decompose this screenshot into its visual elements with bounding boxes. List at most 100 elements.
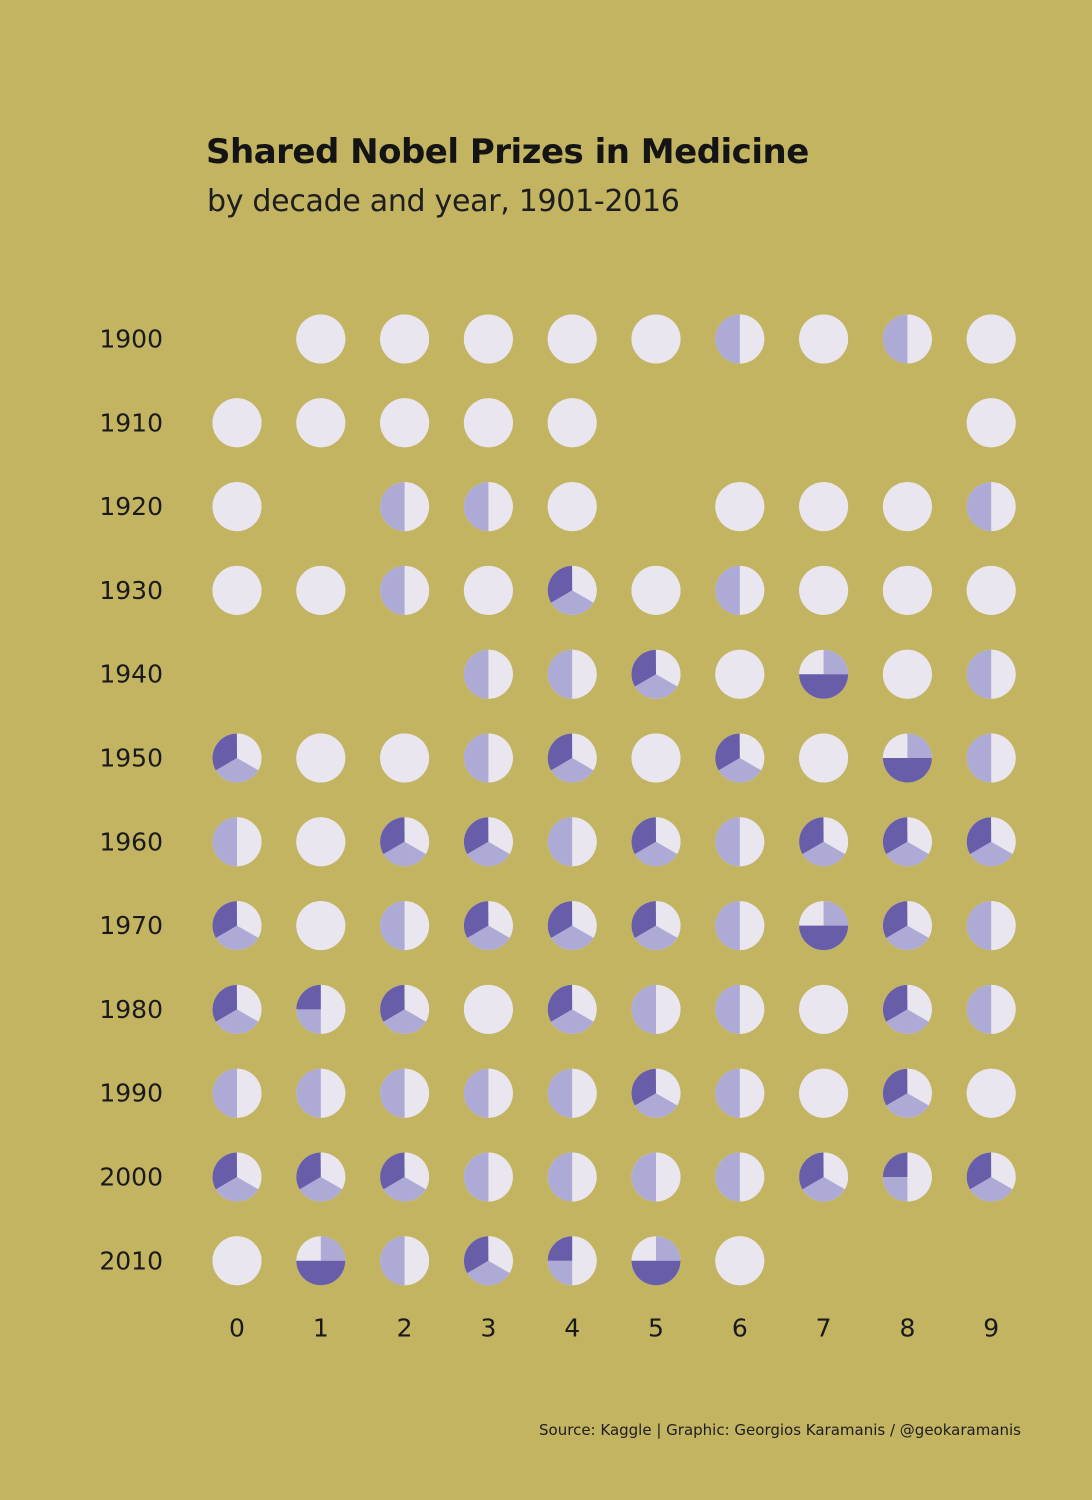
pie-slice-1964-one_laureate xyxy=(572,817,597,867)
pie-slice-1995-one_laureate xyxy=(656,1068,681,1106)
pie-slice-2003-two_laureates xyxy=(463,1152,489,1202)
pie-2004 xyxy=(547,1152,597,1202)
pie-1947 xyxy=(799,649,849,699)
pie-slice-1949-two_laureates xyxy=(966,649,992,699)
pie-slice-1964-two_laureates xyxy=(547,817,573,867)
pie-1967 xyxy=(799,817,849,867)
pie-slice-2005-two_laureates xyxy=(631,1152,656,1202)
pie-1922 xyxy=(380,482,430,532)
pie-slice-1982-three_or_more xyxy=(380,984,405,1022)
pie-1953 xyxy=(463,733,513,783)
pie-1955 xyxy=(631,733,681,783)
pie-slice-1909-one_laureate xyxy=(966,314,1016,364)
pie-slice-1935-one_laureate xyxy=(631,565,681,615)
pie-slice-1994-two_laureates xyxy=(547,1068,573,1118)
pie-slice-1982-two_laureates xyxy=(383,1009,426,1034)
pie-1987 xyxy=(799,984,849,1034)
pie-slice-2000-one_laureate xyxy=(237,1152,262,1190)
pie-slice-2007-one_laureate xyxy=(823,1152,849,1190)
pie-1927 xyxy=(799,482,849,532)
pie-1972 xyxy=(380,901,430,951)
pie-1962 xyxy=(380,817,430,867)
pie-slice-1902-one_laureate xyxy=(380,314,430,364)
pie-slice-1977-three_or_more xyxy=(799,925,849,951)
decade-label-1910: 1910 xyxy=(99,408,163,437)
pie-slice-1993-one_laureate xyxy=(488,1068,513,1118)
pie-slice-1974-two_laureates xyxy=(551,925,594,951)
pie-slice-1934-one_laureate xyxy=(572,565,597,603)
pie-slice-2016-one_laureate xyxy=(715,1236,765,1286)
pie-2008 xyxy=(882,1152,932,1202)
pie-slice-1965-one_laureate xyxy=(656,817,681,855)
pie-1999 xyxy=(966,1068,1016,1118)
pie-slice-1988-two_laureates xyxy=(886,1009,929,1034)
pie-1907 xyxy=(799,314,849,364)
pie-slice-1963-two_laureates xyxy=(467,841,510,867)
pie-slice-1959-one_laureate xyxy=(991,733,1016,783)
pie-slice-2005-one_laureate xyxy=(656,1152,681,1202)
pie-slice-1981-one_laureate xyxy=(320,984,346,1034)
pie-slice-2013-two_laureates xyxy=(467,1260,510,1286)
pie-slice-1901-one_laureate xyxy=(296,314,346,364)
pie-slice-1951-one_laureate xyxy=(296,733,346,783)
pie-1961 xyxy=(296,817,346,867)
pie-slice-2015-two_laureates xyxy=(656,1236,681,1261)
pie-1949 xyxy=(966,649,1016,699)
pie-slice-1906-two_laureates xyxy=(715,314,740,364)
pie-1908 xyxy=(882,314,932,364)
pie-1973 xyxy=(463,901,513,951)
pie-slice-1974-three_or_more xyxy=(547,901,573,938)
pie-2001 xyxy=(296,1152,346,1202)
pie-slice-1963-one_laureate xyxy=(488,817,513,855)
pie-slice-1978-one_laureate xyxy=(907,901,932,938)
pie-slice-1966-two_laureates xyxy=(715,817,740,867)
pie-1902 xyxy=(380,314,430,364)
pie-slice-1990-two_laureates xyxy=(212,1068,237,1118)
pie-slice-1980-one_laureate xyxy=(237,984,262,1022)
pie-1914 xyxy=(547,398,597,448)
digit-label-5: 5 xyxy=(648,1314,664,1343)
pie-1935 xyxy=(631,565,681,615)
pie-slice-1989-two_laureates xyxy=(966,984,992,1034)
pie-2016 xyxy=(715,1236,765,1286)
pie-slice-2015-three_or_more xyxy=(631,1260,681,1286)
pie-slice-1931-one_laureate xyxy=(296,565,346,615)
pie-slice-1995-two_laureates xyxy=(634,1093,678,1118)
pie-slice-2014-three_or_more xyxy=(547,1236,573,1261)
decade-label-1950: 1950 xyxy=(99,744,163,773)
pie-1986 xyxy=(715,984,765,1034)
pie-slice-2014-two_laureates xyxy=(547,1260,573,1286)
pie-slice-1973-one_laureate xyxy=(488,901,513,938)
pie-1960 xyxy=(212,817,262,867)
pie-slice-1938-one_laureate xyxy=(882,565,932,615)
pie-1936 xyxy=(715,565,765,615)
pie-slice-1960-two_laureates xyxy=(212,817,237,867)
pie-1931 xyxy=(296,565,346,615)
pie-1951 xyxy=(296,733,346,783)
pie-slice-1956-one_laureate xyxy=(739,733,765,771)
pie-1937 xyxy=(799,565,849,615)
pie-slice-1944-two_laureates xyxy=(547,649,573,699)
pie-slice-1984-one_laureate xyxy=(572,984,597,1022)
pie-slice-1954-three_or_more xyxy=(547,733,573,771)
pie-slice-1965-two_laureates xyxy=(634,841,678,867)
pie-slice-1975-three_or_more xyxy=(631,901,656,938)
pie-1988 xyxy=(882,984,932,1034)
decade-axis: 1900 1910 1920 1930 1940 1950 1960 1970 1980 1990… xyxy=(99,325,163,1276)
pie-slice-1920-one_laureate xyxy=(212,482,262,532)
decade-label-1940: 1940 xyxy=(99,660,163,689)
pie-slice-1957-one_laureate xyxy=(799,733,849,783)
pie-slice-1960-one_laureate xyxy=(237,817,262,867)
pie-1939 xyxy=(966,565,1016,615)
pie-slice-1943-two_laureates xyxy=(463,649,489,699)
pie-1978 xyxy=(882,901,932,951)
pie-slice-1923-one_laureate xyxy=(488,482,513,532)
decade-label-1900: 1900 xyxy=(99,325,163,354)
pie-slice-1961-one_laureate xyxy=(296,817,346,867)
pie-slice-1910-one_laureate xyxy=(212,398,262,448)
pie-slice-2001-one_laureate xyxy=(320,1152,346,1190)
pie-slice-2007-two_laureates xyxy=(802,1177,845,1202)
pie-slice-1979-two_laureates xyxy=(966,901,992,951)
pie-slice-1997-one_laureate xyxy=(799,1068,849,1118)
pie-slice-2008-one_laureate xyxy=(907,1152,932,1202)
